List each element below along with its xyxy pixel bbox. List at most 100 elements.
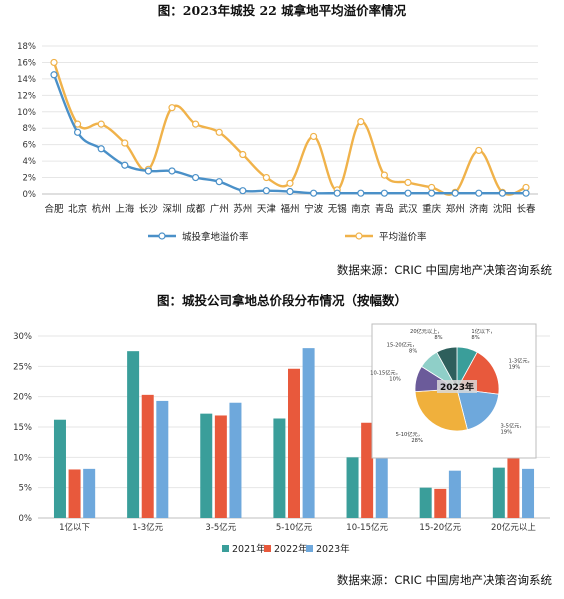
- bar-x-tick-label: 1亿以下: [59, 522, 90, 533]
- bar-y-tick-label: 5%: [19, 484, 33, 494]
- line-series-2-point: [380, 171, 388, 179]
- bar-chart-title: 图：城投公司拿地总价段分布情况（按幅数）: [157, 293, 407, 308]
- legend-item-bar-2023: 2023年: [306, 543, 350, 555]
- line-series-2-point: [121, 139, 129, 147]
- bar-2022年-3: [288, 368, 300, 518]
- line-x-tick-label: 广州: [210, 203, 229, 215]
- line-series-1-point: [144, 167, 152, 175]
- pie-slice-label-0: 1亿以下， 8%: [471, 327, 495, 341]
- line-series-1-path: [52, 74, 526, 195]
- bar-x-tick-label: 3-5亿元: [205, 522, 236, 533]
- line-series-2-point: [404, 178, 412, 187]
- line-x-tick-label: 济南: [469, 203, 488, 215]
- line-series-1-point: [50, 71, 58, 79]
- line-y-tick-label: 0%: [23, 190, 37, 200]
- line-series-2-point: [286, 179, 294, 187]
- legend-label-bar-2022: 2022年: [274, 543, 308, 555]
- line-series-1-point: [404, 189, 412, 197]
- line-series-2-point: [475, 146, 483, 155]
- line-y-tick-label: 16%: [17, 58, 36, 68]
- bar-2023年-2: [229, 402, 242, 518]
- line-y-tick-label: 12%: [17, 91, 36, 101]
- pie-slice-label-2: 3-5亿元， 19%: [501, 421, 525, 435]
- legend-item-bar-2021: 2021年: [222, 543, 266, 555]
- bar-2021年-1: [127, 351, 140, 518]
- bar-chart-source: 数据来源：CRIC 中国房地产决策咨询系统: [337, 573, 553, 587]
- line-x-tick-label: 北京: [68, 203, 87, 215]
- line-x-tick-label: 宁波: [304, 203, 324, 215]
- pie-slice-label-category: 3-5亿元，: [501, 421, 525, 429]
- line-x-tick-label: 无锡: [328, 203, 347, 215]
- line-x-tick-label: 郑州: [446, 203, 465, 215]
- line-series-1-point: [121, 161, 129, 169]
- line-chart-grid: [42, 45, 538, 195]
- bar-2023年-3: [302, 348, 315, 518]
- line-series-1-point: [97, 145, 105, 153]
- line-x-tick-label: 天津: [257, 204, 277, 215]
- line-series-1-point: [522, 189, 530, 197]
- line-series-1-point: [215, 178, 223, 186]
- bar-2021年-4: [346, 457, 359, 518]
- legend-item-line-series-2: 平均溢价率: [345, 231, 427, 243]
- legend-item-line-series-1: 城投拿地溢价率: [148, 231, 249, 243]
- line-x-tick-label: 重庆: [422, 203, 442, 215]
- line-chart-y-axis: 0% 2% 4% 6% 8% 10% 12% 14% 16% 18%: [17, 42, 36, 200]
- pie-slice-label-category: 1-3亿元，: [509, 357, 533, 365]
- bar-x-tick-label: 1-3亿元: [132, 522, 163, 533]
- bar-x-tick-label: 10-15亿元: [346, 522, 388, 533]
- line-series-1-point: [475, 189, 483, 197]
- line-x-tick-label: 沈阳: [493, 203, 512, 215]
- line-x-tick-label: 杭州: [92, 203, 111, 215]
- line-x-tick-label: 长春: [516, 203, 536, 215]
- line-series-1-point: [310, 189, 318, 197]
- bar-2023年-4: [375, 456, 388, 518]
- line-series-1-point: [262, 187, 270, 195]
- line-x-tick-label: 深圳: [162, 204, 181, 215]
- pie-slice-label-value: 10%: [389, 377, 401, 383]
- line-x-tick-label: 福州: [280, 203, 299, 215]
- line-x-tick-label: 合肥: [44, 203, 64, 215]
- line-chart-source: 数据来源：CRIC 中国房地产决策咨询系统: [337, 263, 553, 277]
- line-chart-legend: 城投拿地溢价率 平均溢价率: [148, 231, 427, 243]
- line-series-1-point: [428, 189, 436, 197]
- pie-slice-label-value: 8%: [434, 335, 442, 341]
- bar-x-tick-label: 5-10亿元: [276, 522, 313, 533]
- line-series-1-point: [380, 189, 388, 197]
- bar-2022年-0: [68, 469, 81, 518]
- pie-slice-2: [456, 388, 500, 431]
- bar-2021年-5: [419, 487, 432, 518]
- line-series-2-point: [522, 183, 530, 192]
- line-series-1-point: [357, 189, 365, 197]
- line-series-2-point: [357, 118, 365, 126]
- bar-y-tick-label: 10%: [13, 453, 32, 463]
- pie-labels: 1亿以下， 8% 1-3亿元， 19% 3-5亿元， 19% 5-10亿元， 28% 10-15…: [370, 327, 533, 444]
- line-series-2-point: [428, 183, 436, 192]
- line-series-1-point: [333, 189, 341, 197]
- bar-y-tick-label: 30%: [13, 332, 32, 342]
- line-series-2-point: [168, 104, 176, 112]
- pie-slice-label-6: 20亿元以上， 8%: [410, 327, 443, 341]
- pie-slice-label-3: 5-10亿元， 28%: [396, 430, 423, 444]
- line-y-tick-label: 14%: [17, 75, 36, 85]
- pie-slice-label-category: 15-20亿元，: [387, 341, 418, 349]
- line-y-tick-label: 8%: [23, 124, 37, 134]
- line-y-tick-label: 18%: [17, 42, 36, 52]
- bar-2023年-0: [83, 468, 96, 518]
- pie-slice-label-4: 10-15亿元， 10%: [370, 369, 401, 383]
- bar-y-tick-label: 25%: [13, 362, 32, 372]
- line-x-tick-label: 南京: [351, 203, 370, 215]
- line-series-2-point: [239, 150, 247, 159]
- pie-slice-label-category: 10-15亿元，: [370, 369, 401, 377]
- line-chart-title: 图：2023年城投 22 城拿地平均溢价率情况: [158, 3, 407, 18]
- line-series-1-point: [451, 189, 459, 197]
- line-x-tick-label: 青岛: [375, 203, 394, 215]
- line-x-tick-label: 成都: [186, 203, 206, 215]
- bar-chart-bars: [53, 348, 535, 518]
- line-series-2-point: [73, 120, 82, 128]
- bar-2023年-6: [522, 468, 535, 518]
- pie-slice-label-value: 19%: [509, 365, 521, 371]
- legend-label-line-series-1: 城投拿地溢价率: [182, 231, 249, 243]
- pie-title-box: [437, 380, 477, 393]
- bar-2023年-5: [448, 470, 461, 518]
